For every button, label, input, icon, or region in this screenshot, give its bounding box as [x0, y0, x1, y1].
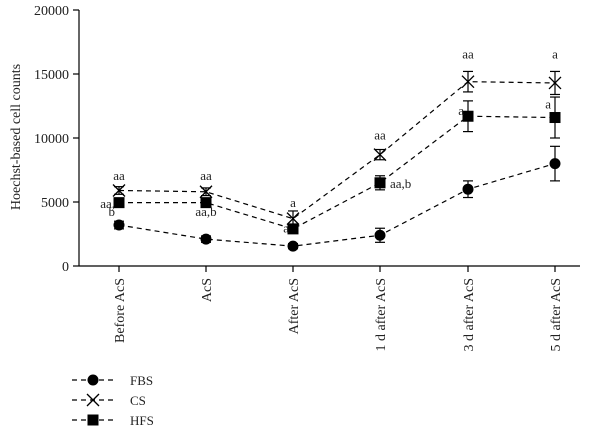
series-hfs [113, 96, 561, 235]
marker-stroke [461, 75, 475, 89]
significance-label: a [458, 103, 464, 118]
series-line-cs [118, 81, 556, 220]
data-point-cs [548, 76, 562, 90]
legend-item-fbs: FBS [72, 373, 153, 388]
y-axis-label: Hoechst-based cell counts [9, 64, 24, 210]
significance-label: aa,b [195, 204, 216, 219]
legend-label-cs: CS [130, 393, 146, 408]
x-tick-label: AcS [200, 278, 215, 302]
significance-label: b [109, 204, 116, 219]
data-point-cs [461, 75, 475, 89]
legend-label-fbs: FBS [130, 373, 153, 388]
series-line-hfs [119, 115, 556, 230]
significance-label: a [545, 97, 551, 112]
x-tick-label: Before AcS [113, 278, 128, 343]
legend-marker-hfs [87, 414, 99, 426]
marker-stroke [373, 148, 387, 162]
x-tick-label: 1 d after AcS [374, 278, 389, 351]
marker-stroke [112, 184, 126, 197]
data-point-fbs [549, 158, 561, 170]
data-point-fbs [462, 183, 474, 195]
significance-label: aa, [100, 196, 115, 211]
marker-stroke [199, 185, 213, 199]
marker-stroke [86, 393, 100, 407]
x-tick-label: 3 d after AcS [462, 278, 477, 351]
data-point-hfs [462, 110, 474, 122]
significance-label: a [290, 195, 296, 210]
data-point-fbs [200, 233, 212, 245]
data-point-fbs [287, 240, 299, 252]
legend-item-hfs: HFS [72, 413, 154, 428]
y-tick-label: 20000 [34, 4, 69, 19]
data-point-hfs [287, 223, 299, 235]
data-point-hfs [113, 197, 125, 209]
x-tick-label: After AcS [287, 278, 302, 334]
significance-label: aa,b [390, 176, 411, 191]
data-point-cs [373, 148, 387, 162]
data-point-cs [286, 212, 300, 226]
significance-label: a [283, 221, 289, 236]
legend-item-cs: CS [72, 393, 146, 408]
data-point-fbs [374, 229, 386, 241]
y-tick-label: 10000 [34, 132, 69, 147]
series-layer [112, 70, 562, 252]
y-tick-label: 0 [62, 260, 69, 275]
data-point-hfs [374, 177, 386, 189]
y-tick-label: 15000 [34, 68, 69, 83]
legend: FBS CS HFS [72, 373, 154, 428]
marker-stroke [548, 76, 562, 90]
significance-label: aa [374, 127, 386, 142]
x-tick-label: 5 d after AcS [549, 278, 564, 351]
legend-marker-fbs [87, 374, 99, 386]
data-point-hfs [200, 197, 212, 209]
significance-label: a [552, 47, 558, 62]
significance-label: aa [113, 168, 125, 183]
axes: 0 5000 10000 15000 20000 Before AcS AcS After A… [34, 4, 580, 351]
data-point-cs [199, 185, 213, 199]
legend-label-hfs: HFS [130, 413, 154, 428]
data-point-hfs [549, 112, 561, 124]
series-line-fbs [118, 163, 556, 247]
significance-label: aa [200, 168, 212, 183]
significance-label: aa [462, 47, 474, 62]
legend-marker-cs [86, 393, 100, 407]
marker-stroke [286, 212, 300, 226]
series-cs [112, 70, 562, 227]
data-point-fbs [113, 219, 125, 231]
y-tick-label: 5000 [41, 196, 69, 211]
series-fbs [113, 145, 561, 252]
data-point-cs [112, 184, 126, 197]
